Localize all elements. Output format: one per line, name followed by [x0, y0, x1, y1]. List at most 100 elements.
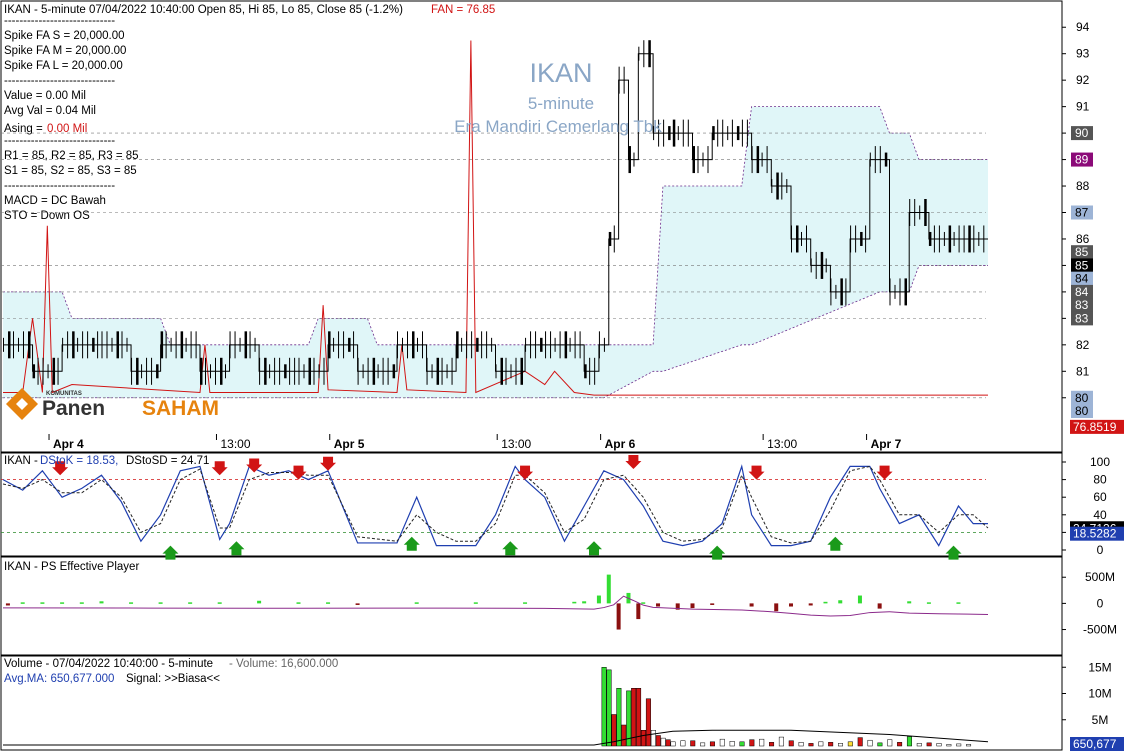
price-panel[interactable]: 9493929190898887868584838281809089878585…: [1, 20, 1124, 451]
price-badge-label: 90: [1075, 126, 1089, 140]
price-bar: [603, 337, 605, 352]
price-bar: [160, 331, 164, 359]
price-badge-label: 89: [1075, 153, 1089, 167]
price-badge-label: 84: [1075, 272, 1089, 286]
ps-bar: [60, 602, 65, 604]
buy-arrow-icon: [945, 545, 962, 560]
price-bar: [451, 357, 453, 385]
volume-axis-label: 15M: [1088, 660, 1111, 674]
price-bar: [781, 172, 783, 200]
ps-bar: [257, 600, 262, 604]
price-bar: [540, 337, 543, 352]
price-bar: [180, 331, 184, 359]
price-bar: [968, 225, 971, 253]
price-bar: [963, 225, 965, 253]
price-bar: [520, 357, 523, 385]
price-bar: [825, 258, 827, 273]
price-badge-label: 80: [1075, 391, 1089, 405]
price-bar: [23, 331, 24, 359]
price-bar: [894, 284, 896, 299]
price-bar: [663, 119, 665, 147]
volume-bar: [808, 743, 814, 747]
price-bar: [751, 146, 753, 174]
volume-bar: [700, 742, 706, 747]
price-bar: [417, 337, 418, 352]
price-bar: [156, 364, 159, 379]
price-bar: [943, 231, 945, 246]
price-bar: [215, 357, 216, 385]
buy-arrow-icon: [827, 536, 844, 551]
ps-bar: [907, 601, 912, 604]
price-axis-label: 86: [1076, 232, 1090, 246]
price-bar: [766, 146, 768, 174]
watermark-title: IKAN: [529, 58, 592, 88]
price-bar: [545, 331, 547, 359]
volume-bar: [887, 739, 893, 747]
ps-bar: [749, 603, 754, 607]
price-bar: [431, 364, 433, 379]
price-bar: [13, 331, 14, 359]
price-bar: [244, 331, 248, 359]
x-axis-label: Apr 5: [334, 437, 365, 451]
price-bar: [840, 278, 843, 306]
price-bar: [786, 179, 788, 194]
price-bar: [983, 225, 985, 253]
price-bar: [357, 357, 359, 385]
ps-bar: [926, 602, 931, 604]
price-bar: [284, 364, 287, 379]
ps-effective-player-panel[interactable]: 500M 0 -500M: [2, 570, 1117, 637]
volume-bar: [670, 741, 676, 747]
price-bar: [210, 364, 211, 379]
price-bar: [722, 119, 724, 147]
price-bar: [559, 331, 561, 359]
price-bar: [461, 337, 463, 352]
ps-bar: [808, 603, 813, 606]
volume-panel[interactable]: 15M 10M 5M 650,677: [3, 660, 1124, 751]
price-bar: [348, 337, 351, 352]
price-bar: [136, 357, 139, 385]
sell-arrow-icon: [290, 465, 307, 480]
price-bar: [195, 331, 197, 359]
x-axis-label: 13:00: [220, 437, 250, 451]
price-bar: [397, 331, 398, 359]
price-badge-label: 85: [1075, 245, 1089, 259]
ps-bar: [606, 574, 611, 604]
price-badge-label: 84: [1075, 285, 1089, 299]
frame-ps: [0, 556, 1063, 656]
x-axis-label: Apr 4: [53, 437, 84, 451]
price-bar: [3, 337, 4, 352]
stoch-axis-label: 60: [1093, 490, 1107, 504]
volume-bar: [645, 698, 651, 747]
price-bar: [707, 146, 709, 174]
price-bar: [92, 337, 95, 352]
volume-bar: [916, 743, 922, 747]
stoch-axis-label: 80: [1093, 473, 1107, 487]
volume-bar: [631, 688, 637, 747]
price-bar: [756, 146, 760, 174]
price-bar: [731, 119, 733, 147]
price-bar: [382, 357, 384, 385]
volume-bar: [650, 730, 656, 747]
price-bar: [476, 337, 479, 352]
info-line: Spike FA L = 20,000.00: [4, 60, 123, 72]
ps-bar: [473, 602, 478, 604]
asing-value: 0.00 Mil: [47, 123, 87, 135]
price-bar: [106, 331, 108, 359]
volume-axis-label: 5M: [1092, 713, 1109, 727]
price-bar: [151, 357, 153, 385]
price-bar: [771, 179, 773, 194]
stoch-badge: [1070, 526, 1124, 541]
price-bar: [933, 225, 935, 253]
price-bar: [190, 331, 192, 359]
volume-bar: [709, 741, 715, 747]
price-bar: [289, 357, 291, 385]
watermark-company: Era Mandiri Cemerlang Tbk: [454, 117, 662, 136]
price-axis-label: 91: [1076, 100, 1090, 114]
price-badge: [1071, 258, 1093, 273]
price-badge-label: 76.8519: [1073, 420, 1117, 434]
price-bar: [865, 225, 867, 253]
stochastic-panel[interactable]: 10080604020024.712618.5282: [1, 455, 1124, 560]
ps-bar: [523, 602, 528, 604]
price-bar: [170, 337, 172, 352]
